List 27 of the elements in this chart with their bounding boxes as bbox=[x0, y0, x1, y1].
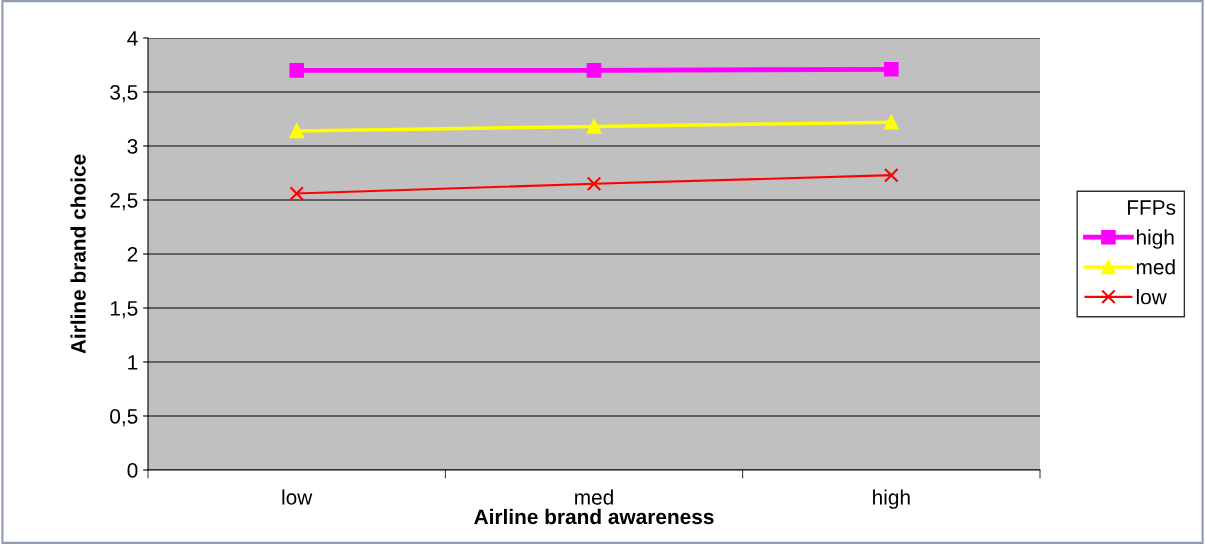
point bbox=[884, 114, 899, 130]
y-tick-label: 1 bbox=[128, 355, 138, 370]
y-tick-label: 2,5 bbox=[110, 193, 138, 211]
point bbox=[586, 176, 602, 192]
point bbox=[586, 119, 602, 134]
y-tick-label: 3,5 bbox=[110, 85, 138, 103]
y-axis-title: Airline brand choice bbox=[70, 154, 86, 354]
point bbox=[289, 63, 304, 78]
y-tick-label: 4 bbox=[127, 31, 138, 46]
legend-title: FFPs bbox=[1127, 200, 1176, 215]
point bbox=[884, 167, 899, 183]
y-tick-label: 3 bbox=[127, 139, 138, 154]
y-tick-label: 2 bbox=[127, 247, 138, 262]
y-tick-label: 0,5 bbox=[110, 409, 138, 427]
x-tick-label: high bbox=[873, 489, 910, 509]
point bbox=[289, 123, 304, 139]
point bbox=[586, 63, 602, 78]
x-tick-label: low bbox=[282, 489, 313, 505]
legend-label: med bbox=[1136, 259, 1175, 275]
legend-label: low bbox=[1136, 289, 1167, 305]
legend-label: high bbox=[1136, 229, 1174, 249]
point bbox=[289, 186, 304, 201]
point bbox=[884, 62, 899, 77]
x-axis-title: Airline brand awareness bbox=[474, 508, 714, 525]
x-tick-label: med bbox=[575, 489, 613, 505]
y-tick-label: 0 bbox=[127, 463, 138, 478]
y-tick-label: 1,5 bbox=[110, 301, 138, 319]
